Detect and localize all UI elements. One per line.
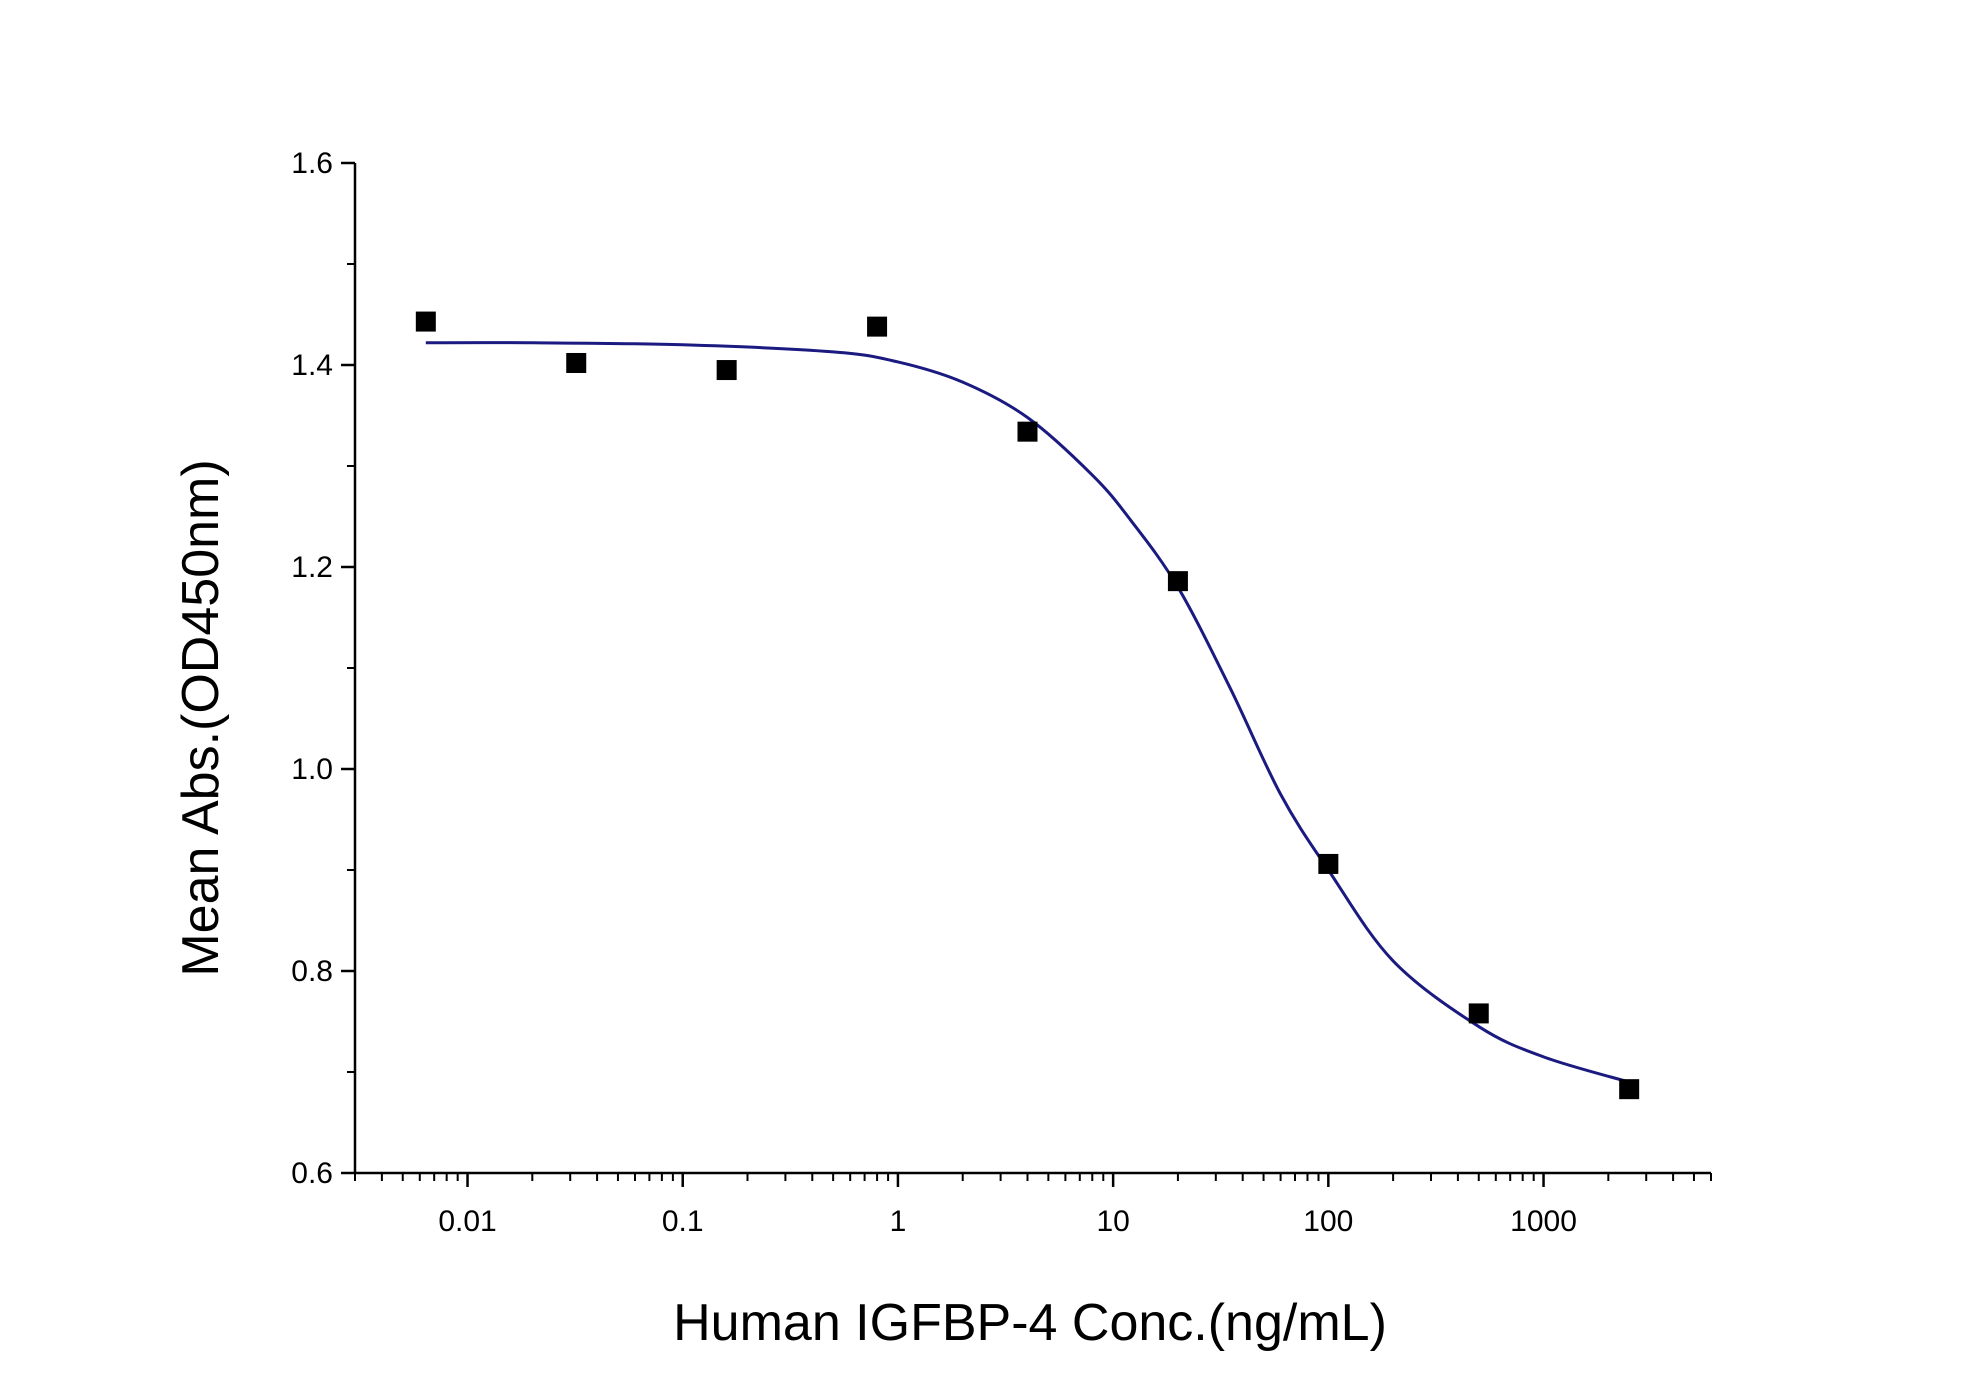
y-tick-label: 1.2	[291, 551, 333, 584]
data-point	[1167, 571, 1188, 592]
x-tick-label: 10	[1096, 1205, 1129, 1238]
x-tick-label: 0.1	[662, 1205, 704, 1238]
y-tick-label: 1.4	[291, 349, 333, 382]
data-point	[1619, 1079, 1640, 1100]
y-tick-label: 0.8	[291, 955, 333, 988]
y-tick-label: 0.6	[291, 1157, 333, 1190]
y-tick-label: 1.6	[291, 147, 333, 180]
data-point	[415, 311, 436, 332]
data-point	[867, 316, 888, 337]
x-tick-label: 0.01	[438, 1205, 496, 1238]
y-tick-label: 1.0	[291, 753, 333, 786]
data-point	[566, 352, 587, 373]
x-axis-title: Human IGFBP-4 Conc.(ng/mL)	[673, 1294, 1387, 1352]
fit-curve	[425, 341, 1630, 1084]
x-tick-label: 1000	[1510, 1205, 1577, 1238]
axes	[353, 163, 1711, 1175]
data-point	[716, 360, 737, 381]
x-tick-label: 100	[1303, 1205, 1353, 1238]
y-axis-ticks: 0.6 0.8 1.0 1.2 1.4 1.6	[291, 147, 355, 1190]
data-point	[1468, 1003, 1489, 1024]
x-tick-label: 1	[890, 1205, 907, 1238]
data-points	[415, 311, 1640, 1100]
data-point	[1017, 421, 1038, 442]
data-point	[1318, 853, 1339, 874]
x-axis-ticks: 0.01 0.1 1 10 100 1000	[354, 1173, 1712, 1238]
y-axis-title: Mean Abs.(OD450nm)	[172, 459, 230, 976]
